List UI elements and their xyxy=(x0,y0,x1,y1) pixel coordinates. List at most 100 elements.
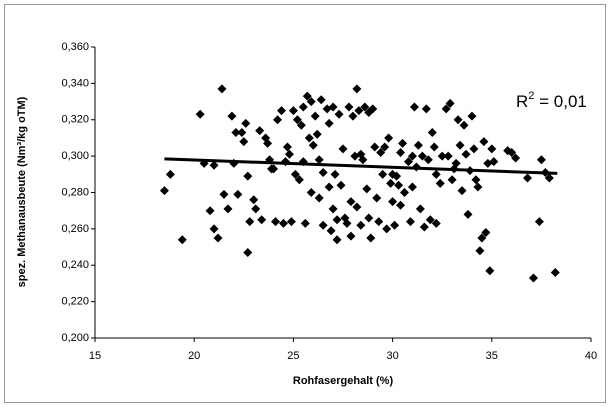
point xyxy=(388,197,398,207)
point xyxy=(534,217,544,227)
point xyxy=(384,133,394,143)
y-tick-label: 0,300 xyxy=(61,150,89,162)
point xyxy=(423,155,433,165)
point xyxy=(407,182,417,192)
point xyxy=(346,197,356,207)
point xyxy=(209,224,219,234)
point xyxy=(298,102,308,112)
point xyxy=(445,98,455,108)
point xyxy=(324,118,334,128)
point xyxy=(282,142,292,152)
point xyxy=(219,189,229,199)
point xyxy=(415,204,425,214)
point xyxy=(326,226,336,236)
point xyxy=(457,186,467,196)
point xyxy=(370,142,380,152)
point xyxy=(318,220,328,230)
point xyxy=(237,127,247,137)
point xyxy=(314,193,324,203)
point xyxy=(358,155,368,165)
point xyxy=(536,155,546,165)
x-tick-label: 40 xyxy=(585,350,597,362)
y-tick-label: 0,360 xyxy=(61,41,89,53)
point xyxy=(314,155,324,165)
point xyxy=(459,120,469,130)
point xyxy=(316,95,326,105)
point xyxy=(398,138,408,148)
x-tick-label: 35 xyxy=(486,350,498,362)
point xyxy=(453,115,463,125)
point xyxy=(263,138,273,148)
point xyxy=(278,218,288,228)
point xyxy=(276,106,286,116)
point xyxy=(308,140,318,150)
point xyxy=(447,175,457,185)
point xyxy=(342,218,352,228)
point xyxy=(328,102,338,112)
point xyxy=(177,235,187,245)
point xyxy=(403,157,413,167)
point xyxy=(249,195,259,205)
point xyxy=(304,133,314,143)
point xyxy=(392,171,402,181)
point xyxy=(245,217,255,227)
point xyxy=(378,169,388,179)
point xyxy=(366,233,376,243)
point xyxy=(409,102,419,112)
point xyxy=(205,206,215,216)
x-axis-title: Rohfasergehalt (%) xyxy=(293,375,394,387)
point xyxy=(296,120,306,130)
point xyxy=(328,204,338,214)
y-tick-label: 0,240 xyxy=(61,259,89,271)
point xyxy=(429,142,439,152)
point xyxy=(441,104,451,114)
point xyxy=(332,215,342,225)
point xyxy=(241,118,251,128)
point xyxy=(243,171,253,181)
point xyxy=(435,178,445,188)
point xyxy=(400,188,410,197)
point xyxy=(396,147,406,157)
point xyxy=(255,126,265,136)
point xyxy=(213,233,223,243)
point xyxy=(217,84,227,94)
point xyxy=(257,215,267,225)
point xyxy=(455,140,465,150)
point xyxy=(451,158,461,168)
point xyxy=(243,248,253,258)
point xyxy=(346,231,356,241)
x-tick-label: 20 xyxy=(188,350,200,362)
point xyxy=(165,169,175,179)
y-tick-label: 0,320 xyxy=(61,114,89,126)
trendline xyxy=(164,157,558,175)
point xyxy=(394,180,404,190)
point xyxy=(310,111,320,121)
point xyxy=(159,186,169,196)
point xyxy=(437,151,447,161)
x-tick-label: 25 xyxy=(287,350,299,362)
point xyxy=(324,182,334,192)
point xyxy=(271,217,281,227)
point xyxy=(479,137,489,147)
point xyxy=(376,147,386,157)
point xyxy=(334,109,344,119)
point xyxy=(443,151,453,161)
point xyxy=(300,218,310,228)
point xyxy=(461,149,471,159)
x-tick-label: 15 xyxy=(89,350,101,362)
point xyxy=(417,151,427,161)
point xyxy=(382,224,392,234)
y-tick-label: 0,260 xyxy=(61,223,89,235)
point xyxy=(431,218,441,228)
point xyxy=(471,175,481,185)
point xyxy=(306,188,316,197)
chart-border xyxy=(4,4,606,403)
point xyxy=(251,204,261,214)
point xyxy=(360,102,370,112)
point xyxy=(390,220,400,230)
point xyxy=(477,233,487,243)
y-tick-label: 0,200 xyxy=(61,332,89,344)
point xyxy=(374,217,384,227)
point xyxy=(286,217,296,227)
point xyxy=(485,266,495,276)
